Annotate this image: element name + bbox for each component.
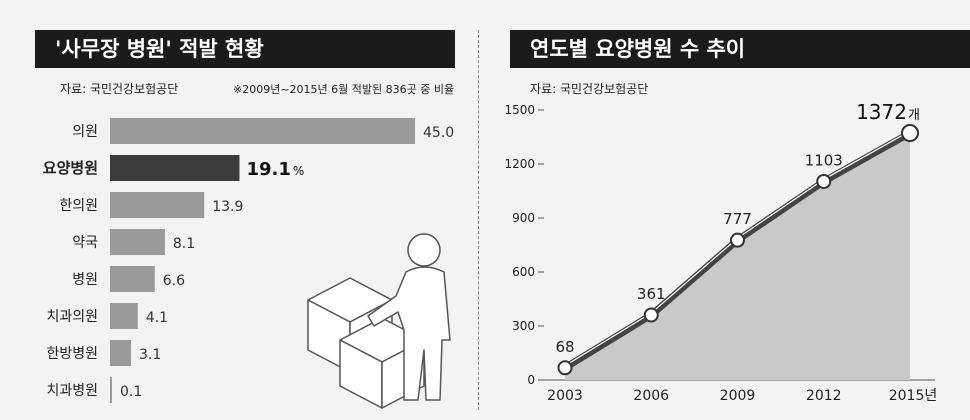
left-title: '사무장 병원' 적발 현황 bbox=[35, 30, 455, 68]
bar-value-label: 13.9 bbox=[212, 199, 243, 215]
bar-value-label: 0.1 bbox=[120, 384, 142, 400]
bar-value-label: 45.0 bbox=[423, 125, 454, 141]
x-tick-label: 2006 bbox=[633, 388, 669, 404]
bar-value-label: 4.1 bbox=[146, 310, 168, 326]
left-panel: '사무장 병원' 적발 현황 자료: 국민건강보험공단 ※2009년~2015년… bbox=[0, 0, 470, 420]
bar-1 bbox=[110, 155, 240, 181]
y-tick-label: 300 bbox=[512, 319, 535, 333]
bar-category-label: 약국 bbox=[72, 235, 98, 251]
data-point bbox=[730, 232, 745, 248]
x-tick-label: 2003 bbox=[547, 388, 583, 404]
right-source: 자료: 국민건강보험공단 bbox=[530, 82, 649, 96]
bar-chart: 의원 45.0 요양병원 19.1 % 한의원 13.9 약국 8.1 병원 6.6 치과의원 4.1 한… bbox=[43, 118, 454, 409]
bar-4 bbox=[110, 266, 155, 292]
bar-7 bbox=[110, 377, 112, 403]
y-tick-label: 0 bbox=[527, 373, 535, 387]
bar-6 bbox=[110, 340, 132, 366]
bar-category-label: 한방병원 bbox=[46, 346, 98, 362]
y-tick-label: 600 bbox=[512, 265, 535, 279]
data-value-label: 68 bbox=[555, 338, 574, 356]
y-tick-label: 900 bbox=[512, 211, 535, 225]
data-value-label: 777 bbox=[723, 210, 752, 228]
bar-value-label: 8.1 bbox=[173, 236, 195, 252]
data-value-label: 1103 bbox=[805, 151, 843, 169]
bar-value-label: 6.6 bbox=[163, 273, 185, 289]
line-chart: 0 300 600 900 1200 1500 68 2003 361 2006 777 2009 1… bbox=[504, 100, 938, 404]
panel-divider bbox=[478, 30, 479, 410]
x-tick-label: 2012 bbox=[806, 388, 842, 404]
data-point bbox=[901, 124, 919, 143]
bar-category-label: 치과의원 bbox=[46, 309, 98, 325]
bar-category-label: 한의원 bbox=[59, 198, 98, 214]
bar-3 bbox=[110, 229, 165, 255]
bar-category-label: 의원 bbox=[72, 124, 98, 140]
data-value-label: 1372개 bbox=[856, 100, 920, 124]
right-title: 연도별 요양병원 수 추이 bbox=[510, 30, 970, 68]
area-fill bbox=[565, 133, 910, 380]
bar-category-label: 치과병원 bbox=[46, 383, 98, 399]
right-panel: 연도별 요양병원 수 추이 자료: 국민건강보험공단 0 300 600 900 120… bbox=[490, 0, 970, 420]
left-source: 자료: 국민건강보험공단 bbox=[60, 82, 179, 96]
bar-category-label: 요양병원 bbox=[43, 159, 98, 177]
data-value-label: 361 bbox=[637, 285, 666, 303]
y-tick-label: 1500 bbox=[504, 103, 535, 117]
bar-0 bbox=[110, 118, 415, 144]
x-tick-label: 2015년 bbox=[889, 388, 938, 404]
data-point bbox=[557, 360, 573, 376]
bar-5 bbox=[110, 303, 138, 329]
data-point bbox=[816, 173, 832, 189]
left-note: ※2009년~2015년 6월 적발된 836곳 중 비율 bbox=[233, 83, 455, 96]
bar-2 bbox=[110, 192, 205, 218]
person-with-boxes-illustration bbox=[307, 233, 451, 409]
y-tick-label: 1200 bbox=[504, 157, 535, 171]
x-tick-label: 2009 bbox=[720, 388, 756, 404]
data-point bbox=[643, 307, 659, 323]
bar-category-label: 병원 bbox=[72, 272, 98, 288]
bar-value-label: 3.1 bbox=[139, 347, 161, 363]
bar-value-label: 19.1% bbox=[246, 159, 304, 180]
